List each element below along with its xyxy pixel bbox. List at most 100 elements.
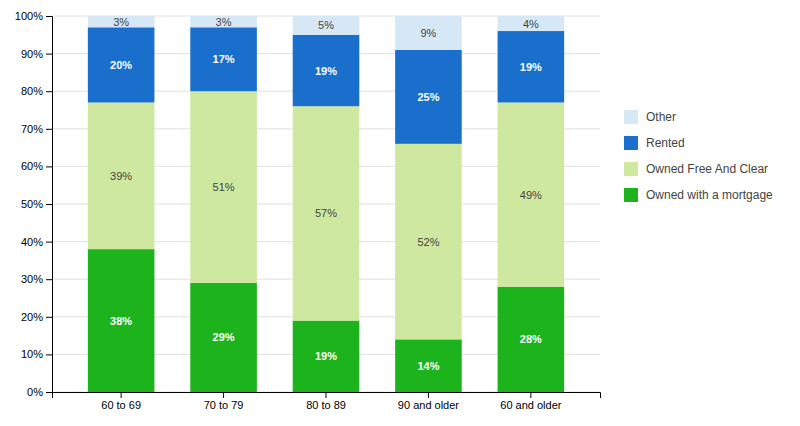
bar-segment	[498, 31, 565, 102]
data-label: 14%	[417, 360, 439, 372]
legend-item: Owned Free And Clear	[624, 162, 768, 176]
data-label: 57%	[315, 207, 337, 219]
tick: 70 to 79	[204, 392, 244, 411]
tick-label: 80%	[21, 85, 43, 97]
tick: 40%	[21, 236, 52, 248]
data-labels: 38%29%19%14%28%39%51%57%52%49%20%17%19%2…	[110, 16, 542, 372]
tick: 30%	[21, 273, 52, 285]
legend-swatch	[624, 110, 638, 124]
data-label: 3%	[113, 16, 129, 28]
tick-label: 20%	[21, 311, 43, 323]
bar-segment	[88, 27, 155, 102]
tick-mark	[223, 392, 224, 398]
bar-segment	[190, 27, 257, 91]
chart: 38%29%19%14%28%39%51%57%52%49%20%17%19%2…	[0, 0, 800, 426]
tick: 70%	[21, 123, 52, 135]
data-label: 49%	[520, 189, 542, 201]
bar-segment	[395, 339, 462, 392]
data-label: 4%	[523, 18, 539, 30]
data-label: 17%	[213, 53, 235, 65]
axis-line	[46, 17, 53, 393]
bar-segment	[498, 287, 565, 392]
tick-label: 50%	[21, 198, 43, 210]
data-label: 25%	[417, 91, 439, 103]
grid	[52, 16, 600, 392]
tick: 90%	[21, 48, 52, 60]
data-label: 9%	[420, 27, 436, 39]
tick-mark	[46, 91, 52, 92]
data-label: 38%	[110, 315, 132, 327]
tick-mark	[530, 392, 531, 398]
bar-segment	[293, 35, 360, 106]
legend-swatch	[624, 162, 638, 176]
legend-label: Other	[646, 110, 676, 124]
tick: 0%	[27, 386, 52, 398]
tick-label: 100%	[15, 10, 43, 22]
tick-mark	[121, 392, 122, 398]
tick-label: 30%	[21, 273, 43, 285]
bar-segment	[88, 249, 155, 392]
plot: 38%29%19%14%28%39%51%57%52%49%20%17%19%2…	[15, 10, 601, 411]
data-label: 52%	[417, 236, 439, 248]
data-label: 3%	[216, 16, 232, 28]
tick-label: 70%	[21, 123, 43, 135]
bar-segment	[88, 102, 155, 249]
series	[88, 16, 564, 50]
bar-segment	[190, 91, 257, 283]
tick-mark	[46, 204, 52, 205]
tick: 50%	[21, 198, 52, 210]
bar-segment	[88, 16, 155, 27]
legend-item: Rented	[624, 136, 685, 150]
bar-segment	[395, 144, 462, 340]
tick-label: 90 and older	[398, 399, 459, 411]
tick-label: 40%	[21, 236, 43, 248]
legend-label: Owned Free And Clear	[646, 162, 768, 176]
tick: 80 to 89	[306, 392, 346, 411]
tick-mark	[46, 354, 52, 355]
bar-segment	[293, 106, 360, 320]
legend-label: Rented	[646, 136, 685, 150]
data-label: 19%	[520, 61, 542, 73]
data-label: 39%	[110, 170, 132, 182]
tick: 100%	[15, 10, 52, 22]
y-axis: 0% 10% 20% 30% 40% 50% 60% 70% 80% 90% 100%	[15, 10, 53, 398]
tick: 10%	[21, 348, 52, 360]
tick-label: 60%	[21, 160, 43, 172]
tick-label: 60 and older	[500, 399, 561, 411]
tick-mark	[326, 392, 327, 398]
bar-segment	[190, 16, 257, 27]
bar-segment	[190, 283, 257, 392]
tick: 60 to 69	[101, 392, 141, 411]
series	[88, 27, 564, 144]
tick-mark	[46, 392, 52, 393]
tick-label: 90%	[21, 48, 43, 60]
legend: Other Rented Owned Free And Clear Owned wit…	[624, 110, 773, 202]
tick: 90 and older	[398, 392, 459, 411]
data-label: 20%	[110, 59, 132, 71]
legend-label: Owned with a mortgage	[646, 188, 773, 202]
legend-swatch	[624, 136, 638, 150]
tick-mark	[428, 392, 429, 398]
bar-segment	[293, 321, 360, 392]
data-label: 51%	[213, 181, 235, 193]
tick: 60%	[21, 160, 52, 172]
tick: 20%	[21, 311, 52, 323]
data-label: 19%	[315, 65, 337, 77]
tick-mark	[46, 279, 52, 280]
tick-label: 60 to 69	[101, 399, 141, 411]
bar-segment	[395, 16, 462, 50]
tick: 80%	[21, 85, 52, 97]
tick-label: 70 to 79	[204, 399, 244, 411]
tick-mark	[46, 54, 52, 55]
tick-mark	[46, 129, 52, 130]
legend-swatch	[624, 188, 638, 202]
bar-segment	[498, 102, 565, 286]
tick-mark	[46, 16, 52, 17]
tick-label: 0%	[27, 386, 43, 398]
series	[88, 91, 564, 339]
x-axis: 60 to 69 70 to 79 80 to 89 90 and older 60 a…	[53, 392, 601, 411]
tick: 60 and older	[500, 392, 561, 411]
bars	[88, 16, 564, 392]
tick-label: 80 to 89	[306, 399, 346, 411]
legend-item: Other	[624, 110, 676, 124]
